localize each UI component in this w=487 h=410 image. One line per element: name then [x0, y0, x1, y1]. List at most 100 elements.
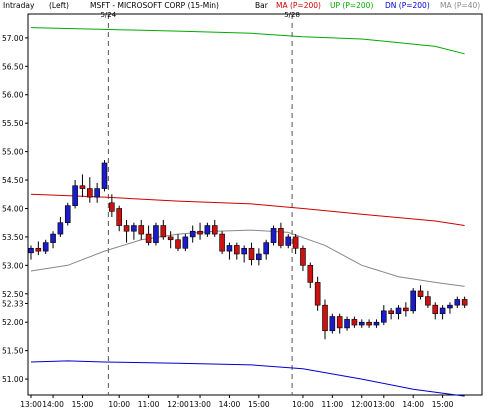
x-tick-label: 15:00 — [248, 400, 270, 409]
candle-body — [373, 321, 380, 326]
candle-body — [28, 247, 34, 254]
candle-body — [329, 316, 336, 332]
candle-body — [314, 282, 321, 306]
x-tick-label: 13:00 — [20, 400, 42, 409]
candle-body — [285, 236, 292, 246]
candle-body — [270, 228, 277, 243]
chart-title: MSFT - MICROSOFT CORP (15-Min) — [90, 1, 219, 10]
candle-body — [182, 236, 189, 249]
candle-body — [145, 233, 152, 243]
y-tick-label: 55.50 — [2, 119, 24, 128]
indicator-line — [30, 193, 465, 226]
candle-body — [410, 290, 417, 312]
candle-body — [160, 225, 167, 238]
x-tick-label: 14:00 — [219, 400, 241, 409]
y-tick-label: 53.00 — [2, 261, 24, 270]
x-tick-label: 14:00 — [402, 400, 424, 409]
candle-body — [138, 225, 145, 235]
candle-body — [87, 188, 93, 198]
candle-body — [300, 247, 306, 266]
legend-ma40: MA (P=40) — [440, 1, 481, 10]
candle-body — [189, 230, 196, 238]
x-tick-label: 15:00 — [432, 400, 454, 409]
candle-body — [79, 185, 86, 189]
candle-body — [380, 310, 387, 323]
candle-body — [109, 202, 115, 212]
x-tick-label: 12:00 — [167, 400, 189, 409]
x-tick-label: 10:00 — [292, 400, 314, 409]
candle-body — [358, 321, 365, 326]
x-tick-label: 15:00 — [72, 400, 94, 409]
bar-type-label: Bar — [255, 1, 268, 10]
candle-body — [439, 307, 446, 314]
plot-frame — [27, 13, 483, 396]
candle-body — [447, 304, 453, 309]
candle-body — [197, 230, 203, 235]
y-tick-label: 54.50 — [2, 176, 24, 185]
candle-body — [35, 247, 42, 252]
x-tick-label: 11:00 — [138, 400, 160, 409]
y-tick-label: 54.00 — [2, 204, 24, 213]
legend-dn200: DN (P=200) — [385, 1, 430, 10]
mode-label: Intraday — [3, 1, 35, 10]
x-tick-label: 12:00 — [351, 400, 373, 409]
chart-header: Intraday (Left) MSFT - MICROSOFT CORP (1… — [0, 0, 487, 12]
candle-body — [123, 225, 130, 232]
indicator-line — [30, 27, 465, 55]
candle-body — [395, 307, 402, 314]
y-tick-label: 52.50 — [2, 290, 24, 299]
candle-body — [64, 205, 71, 223]
y-tick-label: 56.50 — [2, 62, 24, 71]
y-tick-label: 52.33 — [2, 299, 24, 308]
candle-body — [131, 225, 137, 232]
candle-body — [50, 233, 56, 243]
candle-body — [248, 247, 255, 260]
x-tick-label: 11:00 — [322, 400, 344, 409]
axis-side-label: (Left) — [49, 1, 69, 10]
y-tick-label: 51.00 — [2, 375, 24, 384]
candle-body — [344, 319, 350, 329]
candle-body — [432, 304, 439, 314]
x-tick-label: 13:00 — [373, 400, 395, 409]
candle-body — [204, 225, 211, 235]
candle-body — [153, 225, 159, 243]
x-tick-label: 10:00 — [108, 400, 130, 409]
candle-body — [263, 242, 270, 255]
date-marker-label: 5/24 — [100, 11, 116, 19]
candle-body — [292, 236, 299, 249]
candle-body — [116, 208, 122, 226]
legend-ma200: MA (P=200) — [276, 1, 321, 10]
indicator-line — [30, 360, 465, 397]
candle-body — [211, 225, 218, 235]
candle-body — [403, 307, 409, 312]
candle-body — [366, 321, 372, 326]
candle-body — [322, 304, 328, 332]
date-marker-label: 5/28 — [284, 11, 300, 19]
legend-up200: UP (P=200) — [330, 1, 374, 10]
y-tick-label: 56.00 — [2, 91, 24, 100]
candle-body — [175, 239, 181, 249]
candle-body — [256, 253, 262, 260]
candle-body — [57, 222, 64, 235]
y-tick-label: 57.00 — [2, 34, 24, 43]
candle-body — [219, 233, 225, 252]
y-tick-label: 51.50 — [2, 347, 24, 356]
candle-body — [278, 228, 284, 246]
candle-body — [72, 185, 78, 206]
candle-body — [454, 299, 461, 306]
candle-body — [94, 188, 100, 198]
x-tick-label: 13:00 — [189, 400, 211, 409]
candle-body — [351, 319, 358, 326]
candle-body — [425, 296, 431, 306]
candle-body — [461, 299, 468, 306]
candle-body — [167, 236, 174, 241]
indicator-line — [30, 229, 465, 287]
candle-body — [388, 310, 394, 314]
candle-body — [234, 245, 240, 255]
candle-body — [226, 245, 233, 252]
y-tick-label: 55.00 — [2, 148, 24, 157]
candle-body — [241, 247, 247, 255]
candle-body — [101, 162, 108, 189]
candle-body — [42, 242, 49, 252]
y-tick-label: 52.00 — [2, 318, 24, 327]
